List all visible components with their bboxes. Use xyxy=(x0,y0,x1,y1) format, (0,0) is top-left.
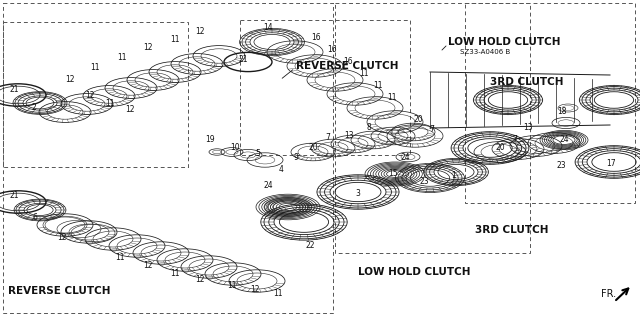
Bar xyxy=(335,3,530,253)
Text: 18: 18 xyxy=(557,108,567,116)
Text: 12: 12 xyxy=(57,233,67,241)
Text: 11: 11 xyxy=(227,281,237,291)
Text: 3RD CLUTCH: 3RD CLUTCH xyxy=(490,77,563,87)
Text: 12: 12 xyxy=(250,286,260,294)
Text: 17: 17 xyxy=(606,160,616,168)
Text: 24: 24 xyxy=(559,136,569,145)
Text: 11: 11 xyxy=(359,70,369,78)
Text: 16: 16 xyxy=(343,57,353,66)
Text: REVERSE CLUTCH: REVERSE CLUTCH xyxy=(296,61,399,71)
Bar xyxy=(465,3,635,203)
Text: 12: 12 xyxy=(65,76,75,85)
Text: 13: 13 xyxy=(523,123,533,132)
Text: 3RD CLUTCH: 3RD CLUTCH xyxy=(475,225,548,235)
Text: 11: 11 xyxy=(373,81,383,91)
Text: 21: 21 xyxy=(238,56,248,64)
Text: SZ33-A0406 B: SZ33-A0406 B xyxy=(460,49,510,55)
Text: 4: 4 xyxy=(278,166,284,174)
Text: 9: 9 xyxy=(294,152,298,161)
Text: 11: 11 xyxy=(170,35,180,44)
Text: 21: 21 xyxy=(9,85,19,94)
Text: 13: 13 xyxy=(344,130,354,139)
Text: 11: 11 xyxy=(105,99,115,108)
Text: LOW HOLD CLUTCH: LOW HOLD CLUTCH xyxy=(358,267,470,277)
Text: 20: 20 xyxy=(413,115,423,124)
Text: 11: 11 xyxy=(115,254,125,263)
Text: 12: 12 xyxy=(195,27,205,36)
Text: 24: 24 xyxy=(263,181,273,189)
Text: 7: 7 xyxy=(326,133,330,143)
Bar xyxy=(240,20,410,155)
Text: 12: 12 xyxy=(143,43,153,53)
Text: 24: 24 xyxy=(400,152,410,161)
Text: 14: 14 xyxy=(263,24,273,33)
Bar xyxy=(3,22,188,167)
Text: 16: 16 xyxy=(327,46,337,55)
Text: 21: 21 xyxy=(9,190,19,199)
Text: 1: 1 xyxy=(452,172,456,181)
Text: 12: 12 xyxy=(143,262,153,271)
Text: 23: 23 xyxy=(556,161,566,170)
Text: 7: 7 xyxy=(513,136,517,145)
Text: 20: 20 xyxy=(495,144,505,152)
Text: 23: 23 xyxy=(419,177,429,187)
Text: 20: 20 xyxy=(308,143,318,152)
Text: REVERSE CLUTCH: REVERSE CLUTCH xyxy=(8,286,111,296)
Text: 11: 11 xyxy=(170,270,180,278)
Text: 11: 11 xyxy=(387,93,397,102)
Text: 6: 6 xyxy=(33,213,37,222)
Text: 2: 2 xyxy=(31,103,36,113)
Text: 11: 11 xyxy=(117,54,127,63)
Text: 7: 7 xyxy=(429,125,435,135)
Text: 11: 11 xyxy=(273,290,283,299)
Text: 15: 15 xyxy=(388,168,398,177)
Text: LOW HOLD CLUTCH: LOW HOLD CLUTCH xyxy=(448,37,561,47)
Text: 19: 19 xyxy=(205,136,215,145)
Text: 12: 12 xyxy=(85,91,95,100)
Text: FR.: FR. xyxy=(601,289,616,299)
Text: 22: 22 xyxy=(305,241,315,249)
Text: 12: 12 xyxy=(125,106,135,115)
Text: 5: 5 xyxy=(255,149,260,158)
Text: 11: 11 xyxy=(90,63,100,72)
Text: 10: 10 xyxy=(230,143,240,152)
Text: 8: 8 xyxy=(367,123,371,132)
Text: 16: 16 xyxy=(311,33,321,42)
Text: 3: 3 xyxy=(356,189,360,197)
Text: 12: 12 xyxy=(195,276,205,285)
